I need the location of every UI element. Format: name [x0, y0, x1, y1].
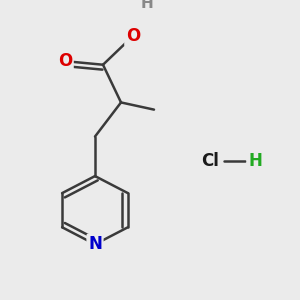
Text: N: N: [88, 235, 102, 253]
Text: O: O: [126, 27, 140, 45]
Text: Cl: Cl: [201, 152, 219, 170]
Text: H: H: [248, 152, 262, 170]
Text: H: H: [141, 0, 153, 11]
Text: O: O: [58, 52, 72, 70]
